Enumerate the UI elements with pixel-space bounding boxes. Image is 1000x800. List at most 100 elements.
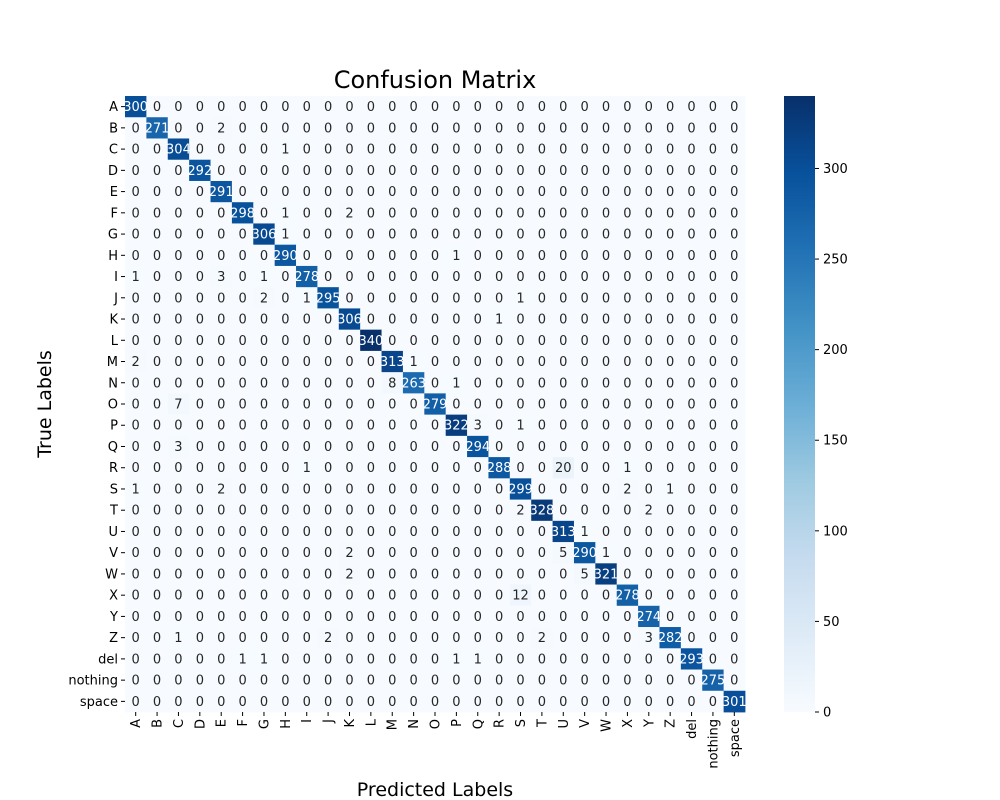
heatmap-cell <box>424 563 447 585</box>
cell-value: 0 <box>474 355 482 370</box>
heatmap-cell <box>573 393 596 416</box>
cell-value: 328 <box>529 504 554 519</box>
cell-value: 0 <box>666 546 674 561</box>
heatmap-cell <box>125 372 147 394</box>
y-tick-label: H <box>108 249 118 264</box>
y-tick-label: R <box>109 461 118 476</box>
cell-value: 0 <box>709 695 717 710</box>
cell-value: 0 <box>174 206 182 221</box>
heatmap-cell <box>445 520 468 543</box>
heatmap-cell <box>253 542 276 564</box>
heatmap-cell <box>189 202 211 224</box>
heatmap-cell <box>125 627 147 649</box>
heatmap-cell <box>616 159 639 182</box>
heatmap-cell <box>573 435 596 458</box>
heatmap-cell <box>659 138 682 161</box>
heatmap-cell <box>125 329 147 352</box>
cell-value: 0 <box>730 355 738 370</box>
heatmap-cell <box>167 138 190 161</box>
heatmap-cell <box>189 435 211 458</box>
cell-value: 0 <box>324 440 332 455</box>
heatmap-cell <box>296 457 318 479</box>
cell-value: 0 <box>324 185 332 200</box>
cell-value: 0 <box>538 249 546 264</box>
heatmap-cell <box>125 542 147 564</box>
cell-value: 0 <box>196 440 204 455</box>
cell-value: 0 <box>516 100 524 115</box>
cell-value: 0 <box>645 355 653 370</box>
heatmap-cell <box>424 414 447 437</box>
cell-value: 0 <box>196 589 204 604</box>
heatmap-cell <box>296 138 318 161</box>
heatmap-cell <box>531 563 553 585</box>
heatmap-cell <box>509 223 532 246</box>
cell-value: 0 <box>174 504 182 519</box>
cell-value: 1 <box>666 482 674 497</box>
cell-value: 0 <box>409 185 417 200</box>
cell-value: 1 <box>452 652 460 667</box>
cell-value: 0 <box>538 334 546 349</box>
heatmap-cell <box>445 244 468 267</box>
heatmap-cell <box>210 478 233 500</box>
heatmap-cell <box>402 478 425 500</box>
heatmap-cell <box>488 329 511 352</box>
cell-value: 0 <box>474 121 482 136</box>
cell-value: 0 <box>388 164 396 179</box>
heatmap-cell <box>552 329 575 352</box>
cell-value: 0 <box>538 674 546 689</box>
cell-value: 0 <box>367 546 375 561</box>
cell-value: 0 <box>196 249 204 264</box>
cell-value: 0 <box>687 291 695 306</box>
heatmap-cell <box>231 648 254 670</box>
cell-value: 0 <box>623 121 631 136</box>
cell-value: 0 <box>452 313 460 328</box>
heatmap-cell <box>338 542 361 564</box>
heatmap-cell <box>573 350 596 373</box>
cell-value: 295 <box>316 291 341 306</box>
cell-value: 0 <box>345 674 353 689</box>
cell-value: 0 <box>730 270 738 285</box>
cell-value: 0 <box>516 567 524 582</box>
heatmap-cell <box>445 202 468 224</box>
cell-value: 0 <box>581 482 589 497</box>
cell-value: 2 <box>217 121 225 136</box>
cell-value: 0 <box>623 143 631 158</box>
heatmap-cell <box>467 393 489 416</box>
cell-value: 0 <box>260 206 268 221</box>
heatmap-cell <box>595 690 618 713</box>
heatmap-cell <box>531 350 553 373</box>
cell-value: 0 <box>132 610 140 625</box>
heatmap-cell <box>638 350 660 373</box>
cell-value: 0 <box>132 695 140 710</box>
y-tick-label: N <box>108 376 118 391</box>
heatmap-cell <box>509 287 532 309</box>
heatmap-cell <box>723 329 746 352</box>
cell-value: 0 <box>238 355 246 370</box>
cell-value: 0 <box>260 567 268 582</box>
heatmap-cell <box>702 478 725 500</box>
cell-value: 0 <box>687 164 695 179</box>
cell-value: 0 <box>367 567 375 582</box>
cell-value: 0 <box>431 100 439 115</box>
heatmap-cell <box>616 627 639 649</box>
heatmap-cell <box>296 350 318 373</box>
heatmap-cell <box>509 308 532 331</box>
heatmap-cell <box>702 350 725 373</box>
heatmap-cell <box>509 329 532 352</box>
heatmap-cell <box>531 499 553 522</box>
cell-value: 0 <box>238 164 246 179</box>
heatmap-cell <box>467 117 489 139</box>
cell-value: 0 <box>409 589 417 604</box>
cell-value: 0 <box>495 695 503 710</box>
heatmap-cell <box>702 542 725 564</box>
heatmap-cell <box>167 117 190 139</box>
cell-value: 0 <box>687 567 695 582</box>
cell-value: 0 <box>388 589 396 604</box>
cell-value: 0 <box>516 376 524 391</box>
heatmap-cell <box>723 542 746 564</box>
heatmap-cell <box>552 690 575 713</box>
heatmap-cell <box>467 584 489 607</box>
cell-value: 0 <box>367 143 375 158</box>
cell-value: 0 <box>217 100 225 115</box>
heatmap-cell <box>125 223 147 246</box>
